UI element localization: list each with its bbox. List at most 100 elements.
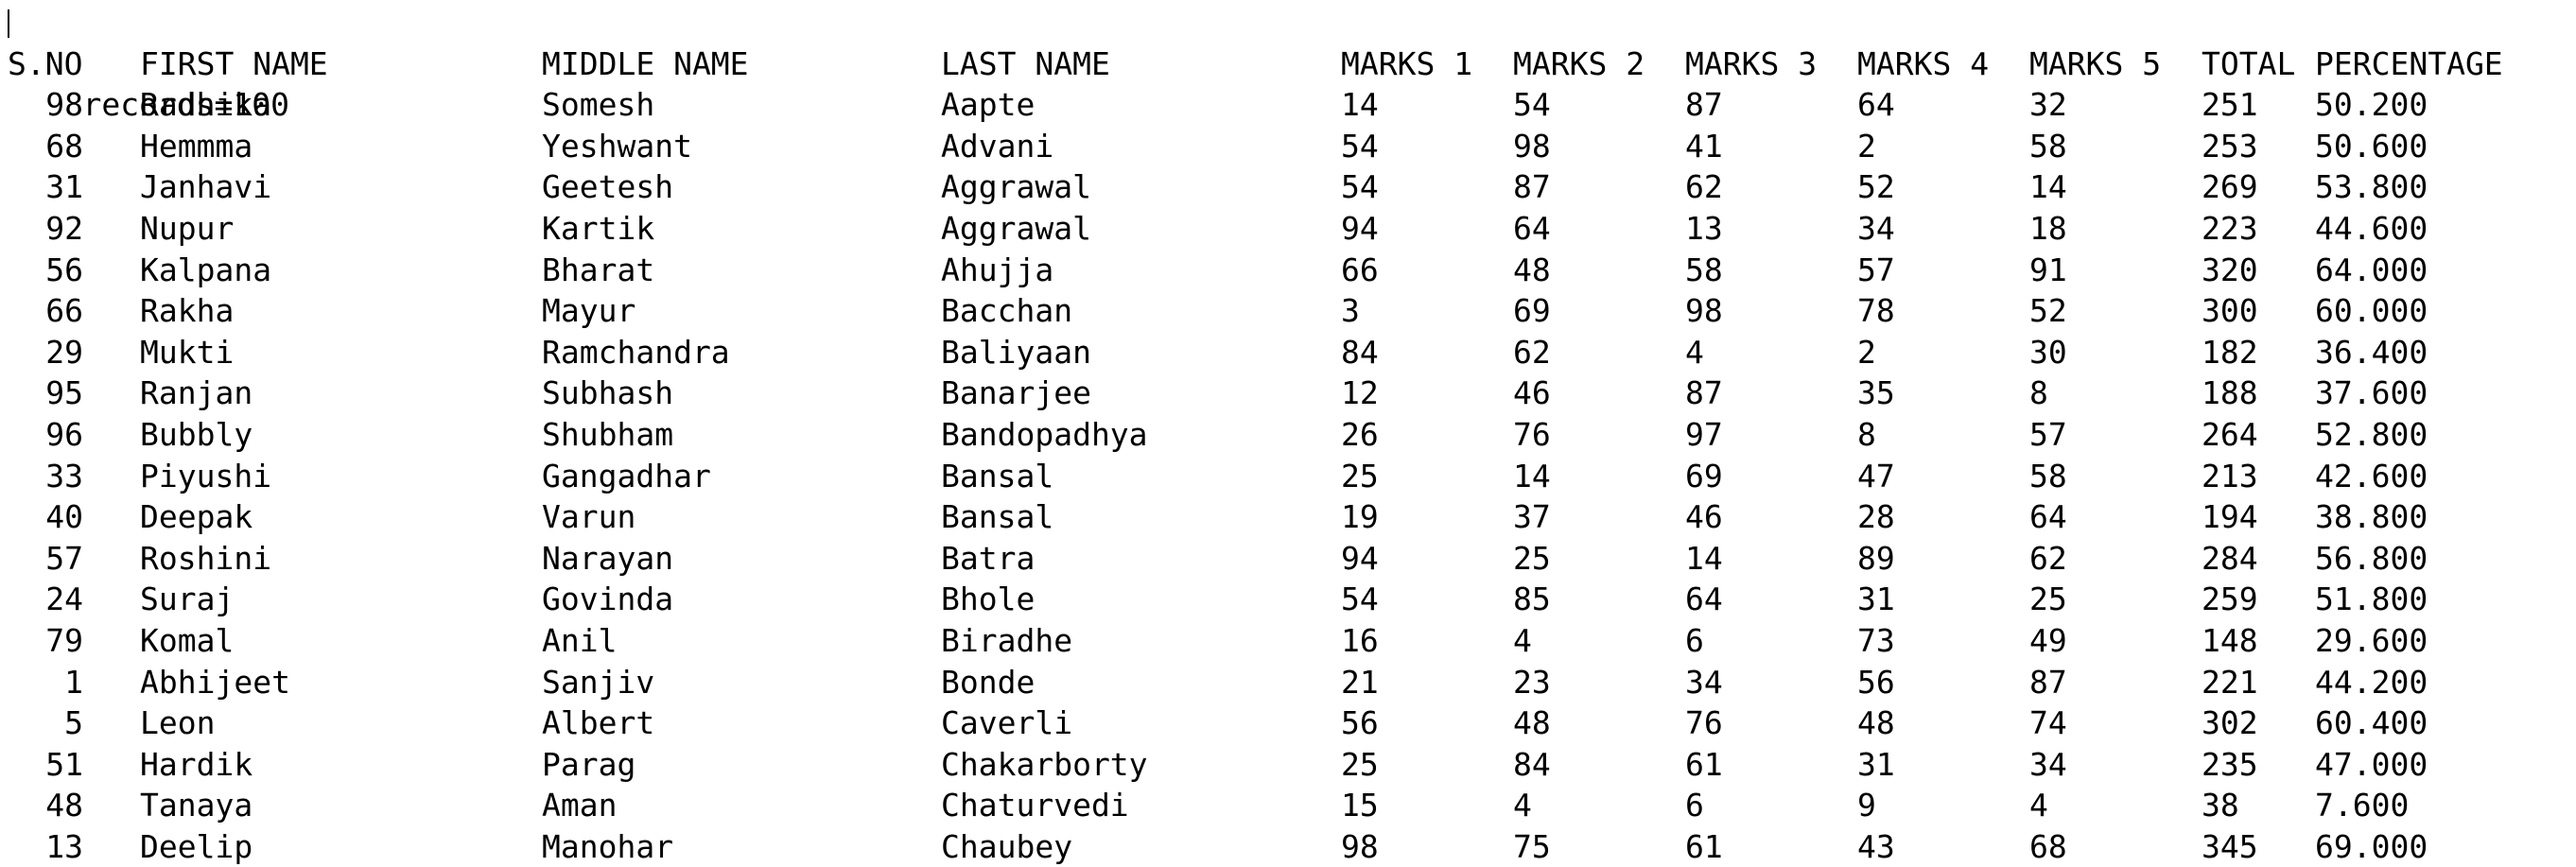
- cell-first-name: Abhijeet: [140, 663, 290, 701]
- cell-marks-3: 61: [1685, 827, 1723, 865]
- cell-sno: 40: [45, 498, 83, 536]
- cell-percentage: 50.200: [2315, 86, 2428, 124]
- cell-sno: 79: [45, 621, 83, 659]
- cell-first-name: Janhavi: [140, 168, 272, 206]
- cell-total: 182: [2202, 333, 2258, 371]
- cell-total: 345: [2202, 827, 2258, 865]
- cell-first-name: Leon: [140, 704, 216, 742]
- cell-marks-1: 25: [1341, 745, 1379, 783]
- cell-marks-2: 98: [1513, 127, 1551, 165]
- cell-marks-5: 14: [2029, 168, 2067, 206]
- header-middle-name: MIDDLE NAME: [542, 44, 749, 82]
- cell-total: 264: [2202, 415, 2258, 453]
- cell-last-name: Batra: [941, 539, 1036, 577]
- cell-marks-3: 62: [1685, 168, 1723, 206]
- cell-middle-name: Albert: [542, 704, 655, 742]
- record-row: 66 Rakha Mayur Bacchan 3 69 98 78 52 300 60.000: [8, 290, 2561, 332]
- cell-marks-2: 64: [1513, 209, 1551, 247]
- record-row: 92 Nupur Kartik Aggrawal 94 64 13 34 18 223 44.600: [8, 208, 2561, 250]
- cell-middle-name: Aman: [542, 787, 618, 824]
- cell-sno: 57: [45, 539, 83, 577]
- cell-marks-5: 91: [2029, 251, 2067, 288]
- cell-marks-2: 84: [1513, 745, 1551, 783]
- cell-marks-1: 98: [1341, 827, 1379, 865]
- cell-marks-3: 13: [1685, 209, 1723, 247]
- cell-middle-name: Manohar: [542, 827, 674, 865]
- cell-last-name: Biradhe: [941, 621, 1073, 659]
- header-sno: S.NO: [8, 44, 83, 82]
- cell-total: 148: [2202, 621, 2258, 659]
- cell-percentage: 64.000: [2315, 251, 2428, 288]
- cell-marks-2: 25: [1513, 539, 1551, 577]
- cell-total: 188: [2202, 374, 2258, 412]
- record-row: 79 Komal Anil Biradhe 16 4 6 73 49 148 29.600: [8, 620, 2561, 662]
- cell-sno: 95: [45, 374, 83, 412]
- cell-marks-4: 8: [1857, 415, 1876, 453]
- cell-marks-1: 54: [1341, 127, 1379, 165]
- cell-total: 194: [2202, 498, 2258, 536]
- cell-total: 302: [2202, 704, 2258, 742]
- cell-sno: 51: [45, 745, 83, 783]
- header-marks-3: MARKS 3: [1685, 44, 1818, 82]
- cell-marks-5: 18: [2029, 209, 2067, 247]
- cell-marks-5: 68: [2029, 827, 2067, 865]
- cell-sno: 66: [45, 292, 83, 330]
- record-row: 98 Radhika Somesh Aapte 14 54 87 64 32 251 50.200: [8, 84, 2561, 126]
- cell-total: 213: [2202, 457, 2258, 494]
- cell-percentage: 36.400: [2315, 333, 2428, 371]
- cell-marks-4: 52: [1857, 168, 1895, 206]
- cell-marks-5: 52: [2029, 292, 2067, 330]
- cell-sno: 98: [45, 86, 83, 124]
- cell-sno: 48: [45, 787, 83, 824]
- cell-marks-4: 2: [1857, 333, 1876, 371]
- cell-total: 38: [2202, 787, 2239, 824]
- cell-marks-3: 46: [1685, 498, 1723, 536]
- cell-marks-3: 98: [1685, 292, 1723, 330]
- cell-marks-1: 25: [1341, 457, 1379, 494]
- cell-marks-5: 30: [2029, 333, 2067, 371]
- cell-middle-name: Gangadhar: [542, 457, 711, 494]
- cell-marks-4: 9: [1857, 787, 1876, 824]
- cell-sno: 1: [64, 663, 83, 701]
- cell-first-name: Ranjan: [140, 374, 253, 412]
- cell-marks-4: 34: [1857, 209, 1895, 247]
- cell-middle-name: Ramchandra: [542, 333, 730, 371]
- cell-middle-name: Somesh: [542, 86, 655, 124]
- cell-percentage: 56.800: [2315, 539, 2428, 577]
- cell-marks-2: 85: [1513, 581, 1551, 618]
- cell-sno: 5: [64, 704, 83, 742]
- record-row: 33 Piyushi Gangadhar Bansal 25 14 69 47 58 213 42.…: [8, 456, 2561, 497]
- cell-marks-1: 94: [1341, 209, 1379, 247]
- cell-last-name: Ahujja: [941, 251, 1054, 288]
- cell-marks-2: 76: [1513, 415, 1551, 453]
- cell-marks-4: 73: [1857, 621, 1895, 659]
- text-cursor: [8, 9, 9, 38]
- cell-marks-2: 69: [1513, 292, 1551, 330]
- cell-marks-3: 34: [1685, 663, 1723, 701]
- cell-marks-5: 25: [2029, 581, 2067, 618]
- cell-marks-1: 16: [1341, 621, 1379, 659]
- cell-sno: 33: [45, 457, 83, 494]
- cell-marks-4: 43: [1857, 827, 1895, 865]
- cell-marks-1: 94: [1341, 539, 1379, 577]
- record-row: 96 Bubbly Shubham Bandopadhya 26 76 97 8 57 264 52…: [8, 414, 2561, 456]
- text-document[interactable]: records=100 S.NO FIRST NAME MIDDLE NAME LAS…: [8, 2, 2561, 867]
- cell-marks-5: 62: [2029, 539, 2067, 577]
- cell-marks-2: 48: [1513, 704, 1551, 742]
- cell-marks-3: 58: [1685, 251, 1723, 288]
- cell-percentage: 44.600: [2315, 209, 2428, 247]
- cell-middle-name: Narayan: [542, 539, 674, 577]
- cell-marks-3: 14: [1685, 539, 1723, 577]
- cell-first-name: Rakha: [140, 292, 235, 330]
- cell-first-name: Suraj: [140, 581, 235, 618]
- cell-total: 221: [2202, 663, 2258, 701]
- cell-total: 300: [2202, 292, 2258, 330]
- cell-sno: 24: [45, 581, 83, 618]
- cell-sno: 96: [45, 415, 83, 453]
- cell-first-name: Kalpana: [140, 251, 272, 288]
- cell-marks-2: 75: [1513, 827, 1551, 865]
- cell-marks-4: 89: [1857, 539, 1895, 577]
- cell-marks-3: 6: [1685, 787, 1704, 824]
- record-row: 24 Suraj Govinda Bhole 54 85 64 31 25 259 51.800: [8, 579, 2561, 620]
- cell-last-name: Bonde: [941, 663, 1036, 701]
